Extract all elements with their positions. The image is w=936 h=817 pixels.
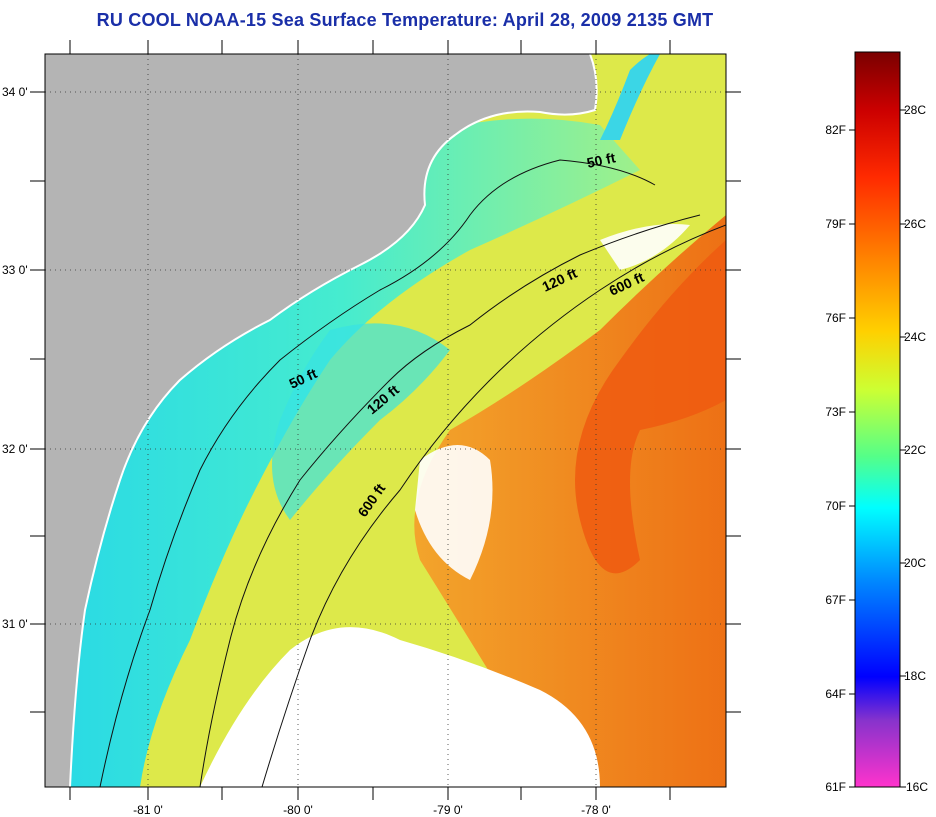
isobath-label-50ft-north: 50 ft: [585, 149, 617, 171]
lat-label-34: 34 0': [2, 85, 28, 99]
map-ticks: [30, 40, 741, 800]
isobath-120ft: [199, 214, 701, 787]
cloud-mask-center: [415, 445, 493, 580]
map-field: [45, 54, 726, 787]
mid-shelf-cyan-band: [272, 323, 450, 520]
cloud-mask-northeast: [600, 224, 690, 270]
colorbar-f-67: 67F: [825, 593, 846, 607]
colorbar-f-61: 61F: [825, 780, 846, 794]
lat-gridlines: [45, 91, 726, 625]
colorbar-c-16: 16C: [906, 780, 928, 794]
colorbar-f-70: 70F: [825, 499, 846, 513]
map-frame: [44, 53, 727, 788]
map-title: RU COOL NOAA-15 Sea Surface Temperature:…: [96, 10, 714, 30]
colorbar-c-28: 28C: [904, 103, 926, 117]
colorbar-c-18: 18C: [904, 669, 926, 683]
lat-label-31: 31 0': [2, 617, 28, 631]
estuary: [600, 54, 660, 140]
lon-label-80: -80 0': [283, 803, 313, 817]
shelf-cool-water: [45, 118, 640, 787]
colorbar-f-64: 64F: [825, 687, 846, 701]
colorbar-c-22: 22C: [904, 443, 926, 457]
land-mass: [45, 54, 597, 787]
lat-label-33: 33 0': [2, 263, 28, 277]
colorbar-ticks: [849, 109, 906, 788]
isobath-50ft: [99, 159, 656, 787]
coastline: [69, 54, 598, 787]
lon-label-79: -79 0': [433, 803, 463, 817]
colorbar-f-79: 79F: [825, 217, 846, 231]
lon-label-78: -78 0': [581, 803, 611, 817]
lat-label-32: 32 0': [2, 442, 28, 456]
colorbar-f-82: 82F: [825, 123, 846, 137]
gulf-stream-core: [575, 240, 726, 574]
lon-gridlines: [147, 54, 597, 787]
colorbar-c-24: 24C: [904, 330, 926, 344]
colorbar-f-73: 73F: [825, 405, 846, 419]
lon-label-81: -81 0': [133, 803, 163, 817]
colorbar-f-76: 76F: [825, 311, 846, 325]
colorbar-c-20: 20C: [904, 556, 926, 570]
colorbar: [854, 51, 901, 788]
colorbar-c-26: 26C: [904, 217, 926, 231]
isobath-600ft: [261, 224, 726, 787]
